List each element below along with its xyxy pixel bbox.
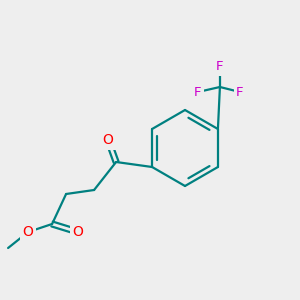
Text: F: F	[194, 85, 202, 98]
Text: O: O	[73, 225, 83, 239]
Text: O: O	[23, 225, 34, 239]
Text: O: O	[103, 133, 113, 147]
Text: F: F	[236, 85, 244, 98]
Text: F: F	[216, 61, 224, 74]
